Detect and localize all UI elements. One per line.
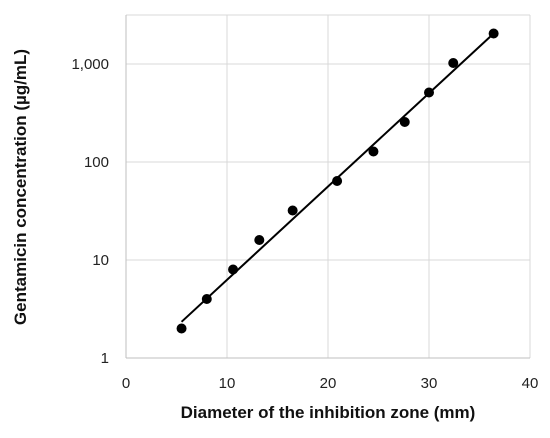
x-gridlines: [226, 15, 531, 358]
y-gridlines: [126, 14, 530, 261]
data-point: [228, 264, 239, 275]
data-point: [424, 87, 434, 98]
y-axis-title: Gentamicin concentration (µg/mL): [11, 49, 30, 325]
data-point: [332, 175, 343, 186]
x-axis-title: Diameter of the inhibition zone (mm): [181, 403, 476, 422]
data-points: [176, 28, 499, 334]
data-point: [488, 28, 499, 39]
x-tick-label: 30: [421, 375, 438, 392]
x-tick-labels: 0 10 20 30 40: [122, 375, 539, 392]
y-tick-labels: 1 10 100 1,000: [71, 56, 109, 367]
x-tick-label: 10: [219, 375, 236, 392]
y-tick-label: 1,000: [71, 56, 109, 73]
data-point: [176, 323, 187, 334]
data-point: [399, 116, 410, 127]
x-tick-label: 40: [522, 375, 539, 392]
y-tick-label: 1: [101, 350, 109, 367]
x-tick-label: 20: [320, 375, 337, 392]
data-point: [254, 234, 265, 245]
data-point: [201, 293, 212, 304]
data-point: [368, 146, 379, 157]
data-point: [448, 57, 459, 68]
x-tick-label: 0: [122, 375, 130, 392]
y-tick-label: 10: [92, 252, 109, 269]
y-tick-label: 100: [84, 154, 109, 171]
axes: [125, 15, 530, 359]
data-point: [287, 205, 298, 216]
